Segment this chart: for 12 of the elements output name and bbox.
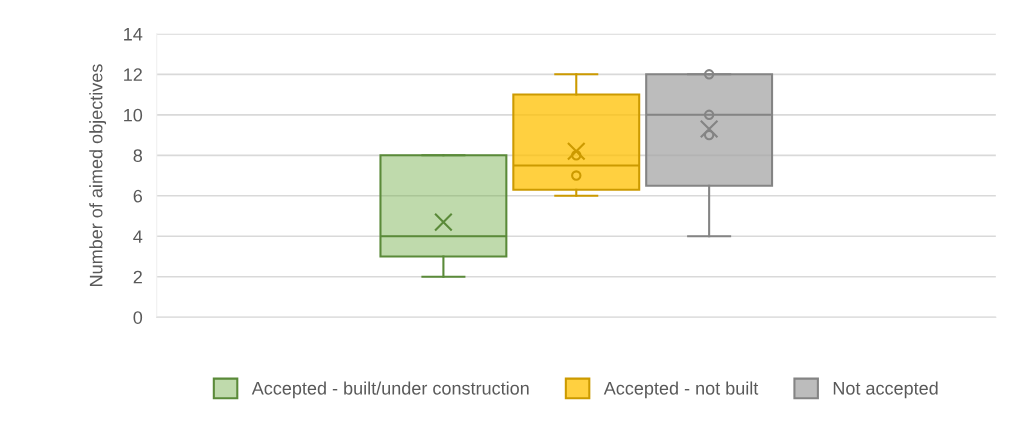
- y-tick-label: 8: [133, 149, 143, 163]
- y-tick-label: 4: [133, 230, 143, 243]
- legend-label: Accepted - not built: [603, 381, 759, 399]
- y-tick-label: 12: [124, 68, 142, 81]
- legend-label: Not accepted: [833, 381, 938, 399]
- y-tick-label: 6: [133, 189, 143, 203]
- y-axis-title: Number of aimed objectives: [89, 64, 107, 286]
- legend-label: Accepted - built/under construction: [251, 381, 529, 399]
- y-tick-label: 0: [133, 311, 143, 324]
- y-tick-label: 2: [133, 270, 142, 284]
- y-tick-label: 14: [124, 27, 143, 41]
- y-tick-label: 10: [124, 108, 143, 122]
